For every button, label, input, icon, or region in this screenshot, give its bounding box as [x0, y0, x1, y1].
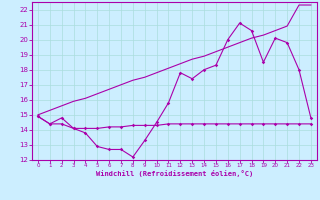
X-axis label: Windchill (Refroidissement éolien,°C): Windchill (Refroidissement éolien,°C)	[96, 170, 253, 177]
